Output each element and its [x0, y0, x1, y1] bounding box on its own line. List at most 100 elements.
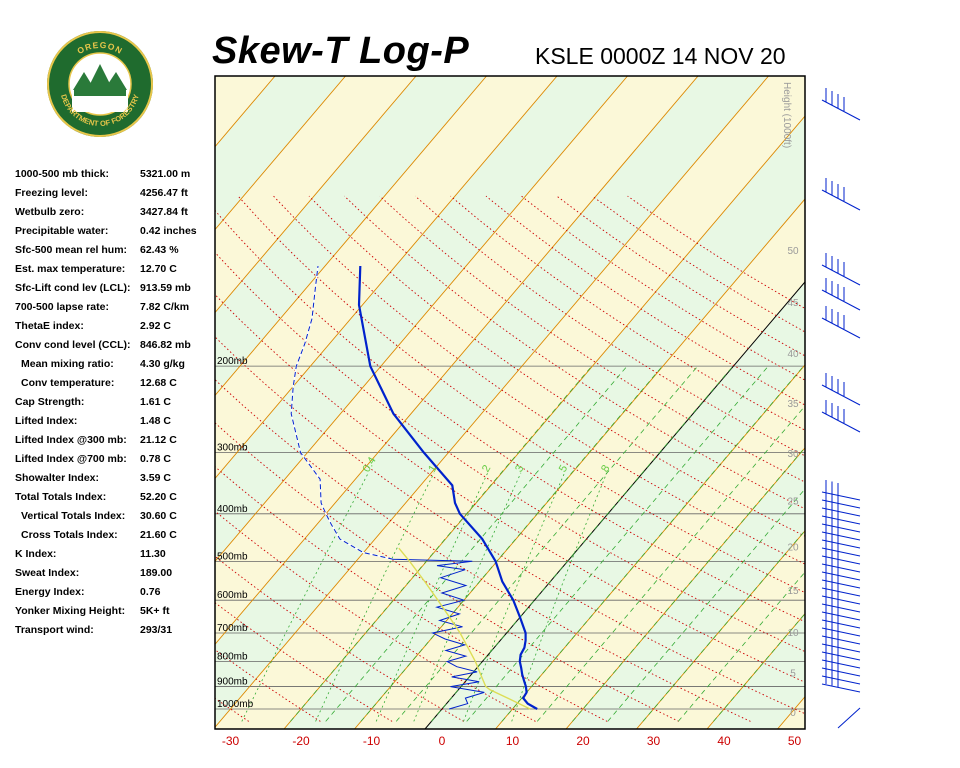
- wind-barb-staff: [821, 675, 861, 685]
- wind-barb: [821, 373, 861, 406]
- index-value: 4.30 g/kg: [140, 358, 185, 370]
- index-label: Mean mixing ratio:: [21, 358, 114, 370]
- wind-barb-staff: [821, 289, 861, 311]
- wind-barb-staff: [821, 627, 861, 637]
- index-value: 0.78 C: [140, 453, 171, 465]
- moist-adiabat-line: [642, 529, 805, 722]
- temperature-tick-label: 10: [506, 734, 520, 748]
- pressure-tick-label: 400mb: [217, 504, 248, 515]
- isotherm-band: [0, 76, 205, 709]
- isotherm-line: [706, 613, 805, 729]
- index-row: Conv cond level (CCL): 846.82 mb: [15, 339, 215, 358]
- isotherm-line: [215, 76, 487, 397]
- isotherm-band: [0, 76, 64, 709]
- wind-barb: [821, 178, 861, 211]
- isotherm-band: [2, 709, 90, 729]
- wind-barb-staff: [821, 317, 861, 339]
- height-tick-label: 20: [787, 542, 799, 553]
- index-label: Sfc-500 mean rel hum:: [15, 244, 128, 256]
- wind-barbs-panel: [821, 88, 861, 729]
- index-row: Mean mixing ratio: 4.30 g/kg: [15, 358, 215, 377]
- wind-barb-staff: [821, 411, 861, 433]
- isotherm-band: [215, 709, 301, 729]
- pressure-tick-label: 500mb: [217, 551, 248, 562]
- oregon-department-of-forestry-logo: OREGON DEPARTMENT OF FORESTRY: [47, 31, 153, 137]
- index-label: Est. max temperature:: [15, 263, 126, 275]
- temperature-tick-label: 30: [647, 734, 661, 748]
- index-value: 4256.47 ft: [140, 187, 188, 199]
- height-tick-label: 30: [787, 449, 799, 460]
- dry-adiabat-line: [215, 379, 751, 722]
- dry-adiabat-line: [215, 209, 805, 623]
- height-tick-label: 50: [787, 246, 799, 257]
- moist-adiabat-line: [360, 365, 663, 722]
- index-value: 21.60 C: [140, 529, 177, 541]
- wind-barb: [821, 278, 861, 311]
- wind-barb-staff: [821, 571, 861, 581]
- pressure-tick-label: 300mb: [217, 443, 248, 454]
- index-value: 5321.00 m: [140, 168, 191, 180]
- pressure-tick-label: 800mb: [217, 651, 248, 662]
- wind-barb: [821, 672, 861, 693]
- index-label: Transport wind:: [15, 624, 94, 636]
- index-label: Freezing level:: [15, 187, 88, 199]
- index-row: Transport wind: 293/31: [15, 624, 215, 643]
- mixing-ratio-line: [511, 472, 608, 722]
- isotherm-line: [215, 76, 628, 563]
- index-value: 1.48 C: [140, 415, 171, 427]
- index-label: 700-500 lapse rate:: [15, 301, 109, 313]
- index-row: ThetaE index: 2.92 C: [15, 320, 215, 339]
- station-time-label: KSLE 0000Z 14 NOV 20: [535, 43, 786, 69]
- isotherm-line: [0, 76, 205, 729]
- wind-barb-staff: [821, 539, 861, 549]
- pressure-tick-label: 600mb: [217, 590, 248, 601]
- moist-adiabat-line: [501, 365, 804, 722]
- dry-adiabat-line: [273, 195, 805, 565]
- index-value: 2.92 C: [140, 320, 171, 332]
- index-value: 21.12 C: [140, 434, 177, 446]
- temperature-tick-label: 50: [788, 734, 802, 748]
- moist-adiabat-line: [431, 365, 734, 722]
- pressure-tick-label: 700mb: [217, 623, 248, 634]
- isotherm-band: [0, 709, 19, 729]
- temperature-tick-label: -20: [292, 734, 310, 748]
- height-tick-label: 0: [790, 708, 796, 719]
- dry-adiabat-line: [0, 196, 177, 721]
- index-value: 7.82 C/km: [140, 301, 190, 313]
- index-row: Total Totals Index: 52.20 C: [15, 491, 215, 510]
- moist-adiabat-line: [290, 365, 593, 722]
- dewpoint-upper-line: [290, 265, 394, 560]
- index-value: 913.59 mb: [140, 282, 191, 294]
- mixing-ratio-label: 8: [599, 463, 612, 474]
- index-value: 52.20 C: [140, 491, 177, 503]
- isotherm-band: [794, 696, 805, 709]
- temperature-tick-label: -30: [222, 734, 240, 748]
- wind-barb-staff: [821, 531, 861, 541]
- index-label: Lifted Index @300 mb:: [15, 434, 127, 446]
- index-row: Lifted Index: 1.48 C: [15, 415, 215, 434]
- index-label: Cap Strength:: [15, 396, 85, 408]
- index-value: 0.76: [140, 586, 161, 598]
- mixing-ratio-line: [315, 472, 435, 722]
- index-label: Wetbulb zero:: [15, 206, 85, 218]
- wind-barb: [821, 253, 861, 286]
- isotherm-band: [0, 76, 134, 709]
- index-label: Sweat Index:: [15, 567, 80, 579]
- index-value: 30.60 C: [140, 510, 177, 522]
- index-label: Yonker Mixing Height:: [15, 605, 126, 617]
- wind-barb-staff: [821, 491, 861, 501]
- height-tick-label: 5: [790, 669, 796, 680]
- isotherm-line: [215, 76, 417, 314]
- dry-adiabat-line: [215, 251, 805, 653]
- height-tick-label: 15: [787, 586, 799, 597]
- isotherm-line: [848, 76, 960, 729]
- index-label: Lifted Index @700 mb:: [15, 453, 127, 465]
- temperature-tick-label: 20: [576, 734, 590, 748]
- index-row: Vertical Totals Index: 30.60 C: [15, 510, 215, 529]
- index-row: Showalter Index: 3.59 C: [15, 472, 215, 491]
- index-label: Sfc-Lift cond lev (LCL):: [15, 282, 131, 294]
- index-row: Cap Strength: 1.61 C: [15, 396, 215, 415]
- isotherm-line: [215, 76, 346, 231]
- height-tick-label: 25: [787, 497, 799, 508]
- index-row: Sfc-500 mean rel hum: 62.43 %: [15, 244, 215, 263]
